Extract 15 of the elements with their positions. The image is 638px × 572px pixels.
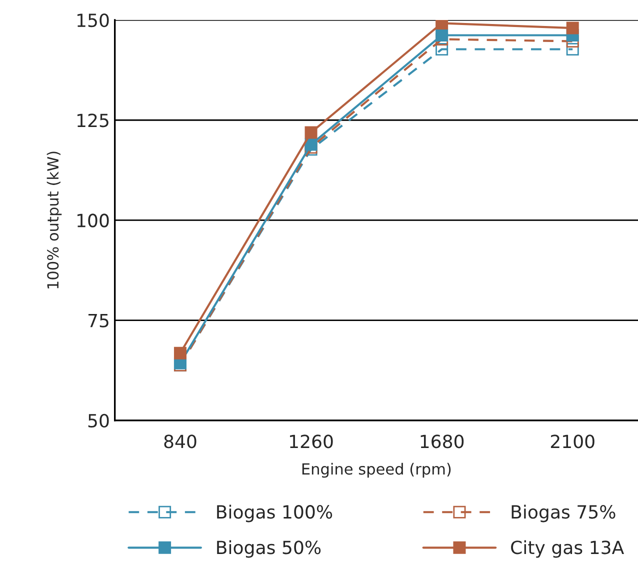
x-tick-label: 2100 [550,434,594,448]
y-tick-label: 100 [78,214,109,228]
x-tick-label: 1260 [290,434,333,448]
y-tick-label: 125 [78,114,108,128]
y-tick-label: 75 [88,314,108,328]
legend-label: City gas 13A [511,540,624,558]
x-tick-label: 840 [164,434,196,448]
legend-label: Biogas 75% [512,504,616,522]
legend-label: Biogas 50% [217,540,321,558]
legend-label: Biogas 100% [217,504,332,522]
x-tick-label: 1680 [420,434,464,448]
y-axis-title: 100% output (kW) [46,152,62,288]
y-tick-label: 150 [78,13,109,28]
y-tick-label: 50 [88,414,109,428]
x-axis-title: Engine speed (rpm) [302,462,451,478]
